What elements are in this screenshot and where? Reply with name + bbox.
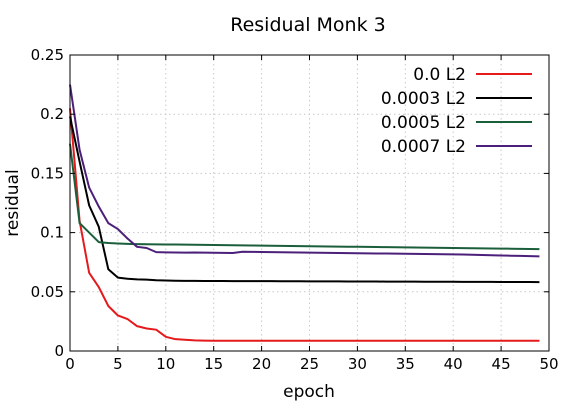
- y-tick-label: 0.2: [40, 105, 64, 123]
- series-line-0: [69, 108, 540, 342]
- x-tick-label: 50: [539, 355, 558, 373]
- y-tick-label: 0.1: [40, 224, 64, 242]
- grid: [69, 54, 550, 352]
- x-tick-label: 0: [65, 355, 75, 373]
- ticks: [69, 54, 550, 352]
- x-tick-label: 40: [444, 355, 463, 373]
- x-tick-label: 25: [300, 355, 319, 373]
- legend-label-0: 0.0 L2: [413, 65, 466, 85]
- series-group: [69, 84, 540, 342]
- series-line-1: [69, 116, 540, 284]
- plot-frame: [69, 54, 550, 352]
- x-tick-label: 35: [396, 355, 415, 373]
- x-tick-label: 5: [113, 355, 123, 373]
- legend: 0.0 L2 0.0003 L2 0.0005 L2 0.0007 L2: [381, 65, 532, 157]
- x-tick-label: 45: [492, 355, 511, 373]
- x-axis-label: epoch: [283, 382, 335, 401]
- x-tick-label: 10: [156, 355, 175, 373]
- x-tick-label: 20: [252, 355, 271, 373]
- legend-label-1: 0.0003 L2: [381, 89, 466, 109]
- legend-label-3: 0.0007 L2: [381, 137, 466, 157]
- y-tick-label: 0.05: [31, 283, 64, 301]
- y-axis-label: residual: [3, 169, 23, 236]
- series-line-2: [69, 143, 540, 251]
- y-tick-label: 0.15: [31, 164, 64, 182]
- tick-labels: 0 5 10 15 20 25 30 35 40 45 50 0 0.05 0.1 0.15 0.2 0.25: [31, 46, 559, 373]
- y-tick-label: 0.25: [31, 46, 64, 64]
- y-tick-label: 0: [54, 342, 64, 360]
- chart-title: Residual Monk 3: [230, 14, 385, 36]
- legend-label-2: 0.0005 L2: [381, 113, 466, 133]
- series-line-3: [69, 84, 540, 258]
- x-tick-label: 30: [348, 355, 367, 373]
- x-tick-label: 15: [204, 355, 223, 373]
